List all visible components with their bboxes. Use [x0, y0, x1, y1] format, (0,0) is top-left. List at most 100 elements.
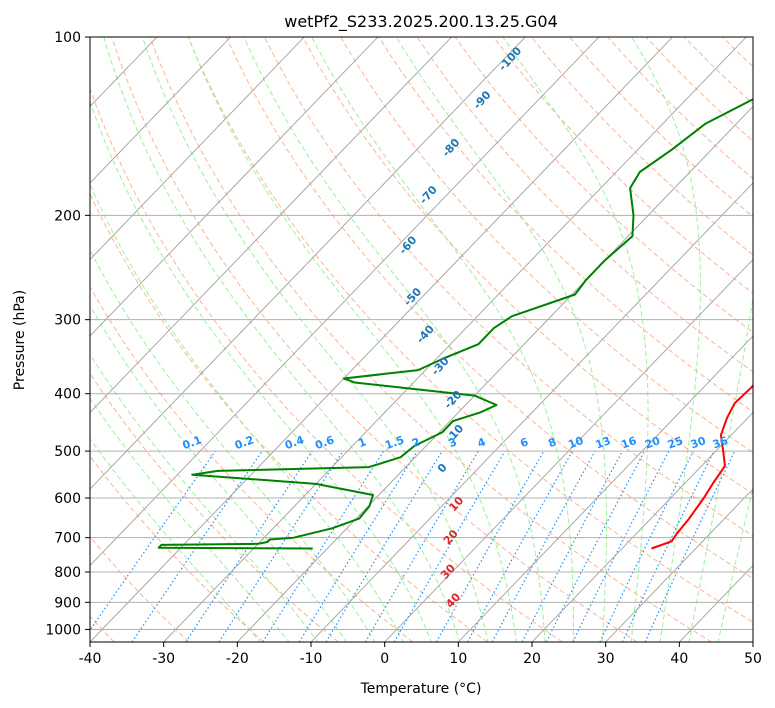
moist-adiabat-line [90, 397, 290, 642]
isotherm-line [90, 37, 452, 414]
isotherm-line [605, 488, 753, 642]
y-tick-label: 100 [54, 30, 81, 46]
y-tick-label: 1000 [45, 622, 81, 638]
line-annotation-label: 1.5 [383, 433, 406, 452]
axes: -40 -30 -20 -10 0 10 20 30 40 5010020030040050060… [45, 30, 762, 667]
line-annotation-label: 4 [476, 435, 488, 450]
isotherm-line [90, 37, 231, 184]
mixing-ratio-line [185, 450, 313, 642]
x-tick-label: -30 [152, 651, 175, 667]
mixing-ratio-line [218, 450, 344, 642]
moist-adiabat-line [103, 37, 461, 642]
moist-adiabat-line [90, 304, 347, 642]
temperature-profile-line [651, 383, 753, 550]
dry-adiabat-line [90, 372, 339, 642]
line-annotation-label: 6 [518, 435, 530, 450]
moist-adiabat-line [631, 37, 701, 642]
mixing-ratio-line [90, 450, 216, 632]
moist-adiabat-line [90, 100, 432, 642]
y-tick-label: 200 [54, 208, 81, 224]
line-annotation-label: 1 [356, 435, 368, 450]
isotherm-line [310, 182, 753, 642]
isotherm-line [237, 105, 753, 642]
line-annotation-label: 0.1 [181, 433, 204, 452]
y-tick-label: 500 [54, 444, 81, 460]
line-annotation-label: 10 [566, 434, 585, 452]
isotherm-line [90, 37, 673, 642]
dry-adiabat-line [416, 37, 753, 373]
mixing-ratio-line [466, 450, 573, 642]
background-lines [90, 37, 753, 642]
x-tick-label: -10 [300, 651, 323, 667]
line-annotation-label: 16 [619, 434, 638, 452]
moist-adiabat-line [90, 249, 376, 642]
plot-frame [89, 36, 754, 643]
y-tick-label: 300 [54, 313, 81, 329]
mixing-ratio-line [599, 450, 695, 642]
dry-adiabat-line [340, 37, 753, 454]
dry-adiabat-line [149, 37, 712, 642]
x-tick-label: -40 [79, 651, 102, 667]
x-tick-label: 30 [597, 651, 615, 667]
line-annotation-label: 30 [689, 434, 708, 452]
isotherm-line [458, 335, 753, 642]
isotherm-line [90, 37, 526, 490]
moist-adiabat-line [311, 37, 575, 642]
isotherm-line [90, 37, 379, 337]
mixing-ratio-line [325, 450, 443, 642]
dry-adiabat-line [90, 87, 563, 642]
plot-area [90, 37, 753, 642]
moist-adiabat-line [188, 37, 518, 642]
moist-adiabat-line [90, 353, 319, 642]
x-tick-label: 40 [670, 651, 688, 667]
dry-adiabat-line [225, 37, 753, 580]
isotherm-line [384, 258, 753, 642]
moist-adiabat-line [90, 437, 261, 642]
line-annotation-label: 36 [711, 434, 730, 452]
y-tick-label: 400 [54, 387, 81, 403]
line-annotation-label: 3 [447, 435, 459, 450]
x-tick-label: -20 [226, 651, 249, 667]
dry-adiabat-line [90, 192, 488, 642]
mixing-ratio-line [572, 450, 670, 642]
y-tick-label: 800 [54, 565, 81, 581]
line-annotation-label: 8 [546, 435, 558, 450]
isotherm-line [163, 37, 747, 642]
x-axis-label: Temperature (°C) [360, 681, 482, 697]
mixing-ratio-line [435, 450, 545, 642]
isotherm-line [90, 37, 600, 567]
dry-adiabat-line [187, 37, 753, 623]
moist-adiabat-line [502, 37, 649, 642]
line-annotation-label: 0.4 [283, 433, 306, 452]
chart-title: wetPf2_S233.2025.200.13.25.G04 [284, 12, 558, 32]
dewpoint-profile-line [157, 98, 753, 550]
x-tick-label: 10 [449, 651, 467, 667]
moist-adiabat-line [717, 485, 753, 642]
mixing-ratio-line [298, 450, 418, 642]
mixing-ratio-line [262, 450, 385, 642]
line-annotation-label: 2 [410, 435, 422, 450]
moist-adiabat-line [142, 37, 489, 642]
profile-lines [157, 98, 753, 550]
line-annotation-label: 20 [643, 434, 662, 452]
mixing-ratio-line [131, 450, 263, 642]
x-tick-label: 20 [523, 651, 541, 667]
moist-adiabat-line [688, 294, 753, 642]
moist-adiabat-line [90, 183, 404, 642]
x-tick-label: 50 [744, 651, 762, 667]
line-annotation-label: 0.2 [233, 433, 256, 452]
line-annotation-label: 25 [666, 434, 685, 451]
y-tick-label: 600 [54, 491, 81, 507]
dry-adiabat-line [90, 536, 190, 642]
y-tick-label: 700 [54, 531, 81, 547]
x-tick-label: 0 [380, 651, 389, 667]
line-annotation-label: 13 [594, 434, 613, 451]
isotherm-line [531, 411, 753, 642]
dry-adiabat-line [454, 37, 753, 333]
y-axis-label: Pressure (hPa) [12, 290, 28, 390]
y-tick-label: 900 [54, 595, 81, 611]
line-annotation-label: 0.6 [313, 433, 336, 452]
isotherm-line [90, 37, 305, 261]
moist-adiabat-line [243, 37, 546, 642]
